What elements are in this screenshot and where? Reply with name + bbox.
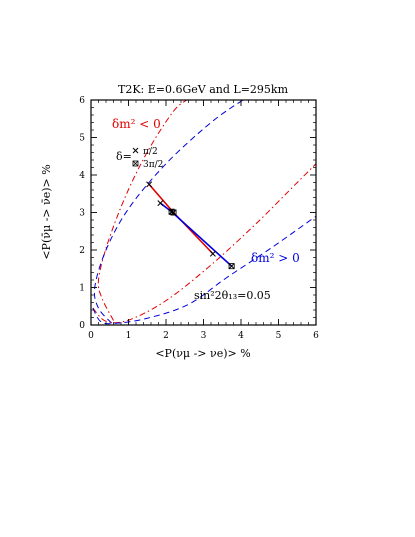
chart-markers (146, 181, 235, 270)
annotation-delta-label: δ= (116, 150, 132, 163)
x-axis-label: <P(νμ -> νe)> % (155, 347, 250, 360)
series-line-solid-4 (148, 183, 214, 255)
annotation-delta-pi2: π/2 (143, 147, 158, 157)
y-tick-label: 4 (79, 171, 85, 181)
y-tick-label: 3 (79, 209, 85, 219)
x-tick-label: 6 (313, 331, 319, 341)
series-line-dash-1 (93, 100, 244, 324)
marker-box-cross (168, 208, 175, 215)
legend-cross-icon (132, 147, 139, 154)
y-tick-label: 0 (79, 321, 85, 331)
marker-box-cross (228, 263, 235, 270)
series-line-dash-dot-2 (92, 163, 316, 324)
axis-ticks: 0 1 2 3 4 5 6 0 1 2 3 4 5 6 (79, 96, 319, 341)
x-tick-label: 0 (88, 331, 94, 341)
annotation-dm2-negative: δm² < 0 (112, 117, 161, 131)
y-tick-label: 5 (79, 134, 85, 144)
y-tick-label: 2 (79, 246, 85, 256)
legend-box-cross-icon (132, 160, 139, 167)
y-axis-label: <P(ν̄μ -> ν̄e)> % (40, 164, 53, 259)
x-tick-label: 5 (276, 331, 282, 341)
x-tick-label: 2 (163, 331, 169, 341)
chart-curves (92, 100, 316, 325)
annotation-theta: sin²2θ₁₃=0.05 (194, 289, 271, 302)
series-line-dash-3 (92, 215, 316, 325)
x-tick-label: 3 (201, 331, 207, 341)
x-tick-label: 4 (238, 331, 244, 341)
marker-cross (209, 250, 216, 257)
marker-cross (157, 200, 164, 207)
y-tick-label: 1 (79, 284, 85, 294)
annotation-dm2-positive: δm² > 0 (251, 251, 300, 265)
y-tick-label: 6 (79, 96, 85, 106)
marker-cross (146, 181, 153, 188)
plot-area (92, 100, 316, 325)
x-tick-label: 1 (126, 331, 132, 341)
annotation-delta-3pi2: 3π/2 (143, 160, 163, 170)
chart-title: T2K: E=0.6GeV and L=295km (118, 83, 289, 96)
